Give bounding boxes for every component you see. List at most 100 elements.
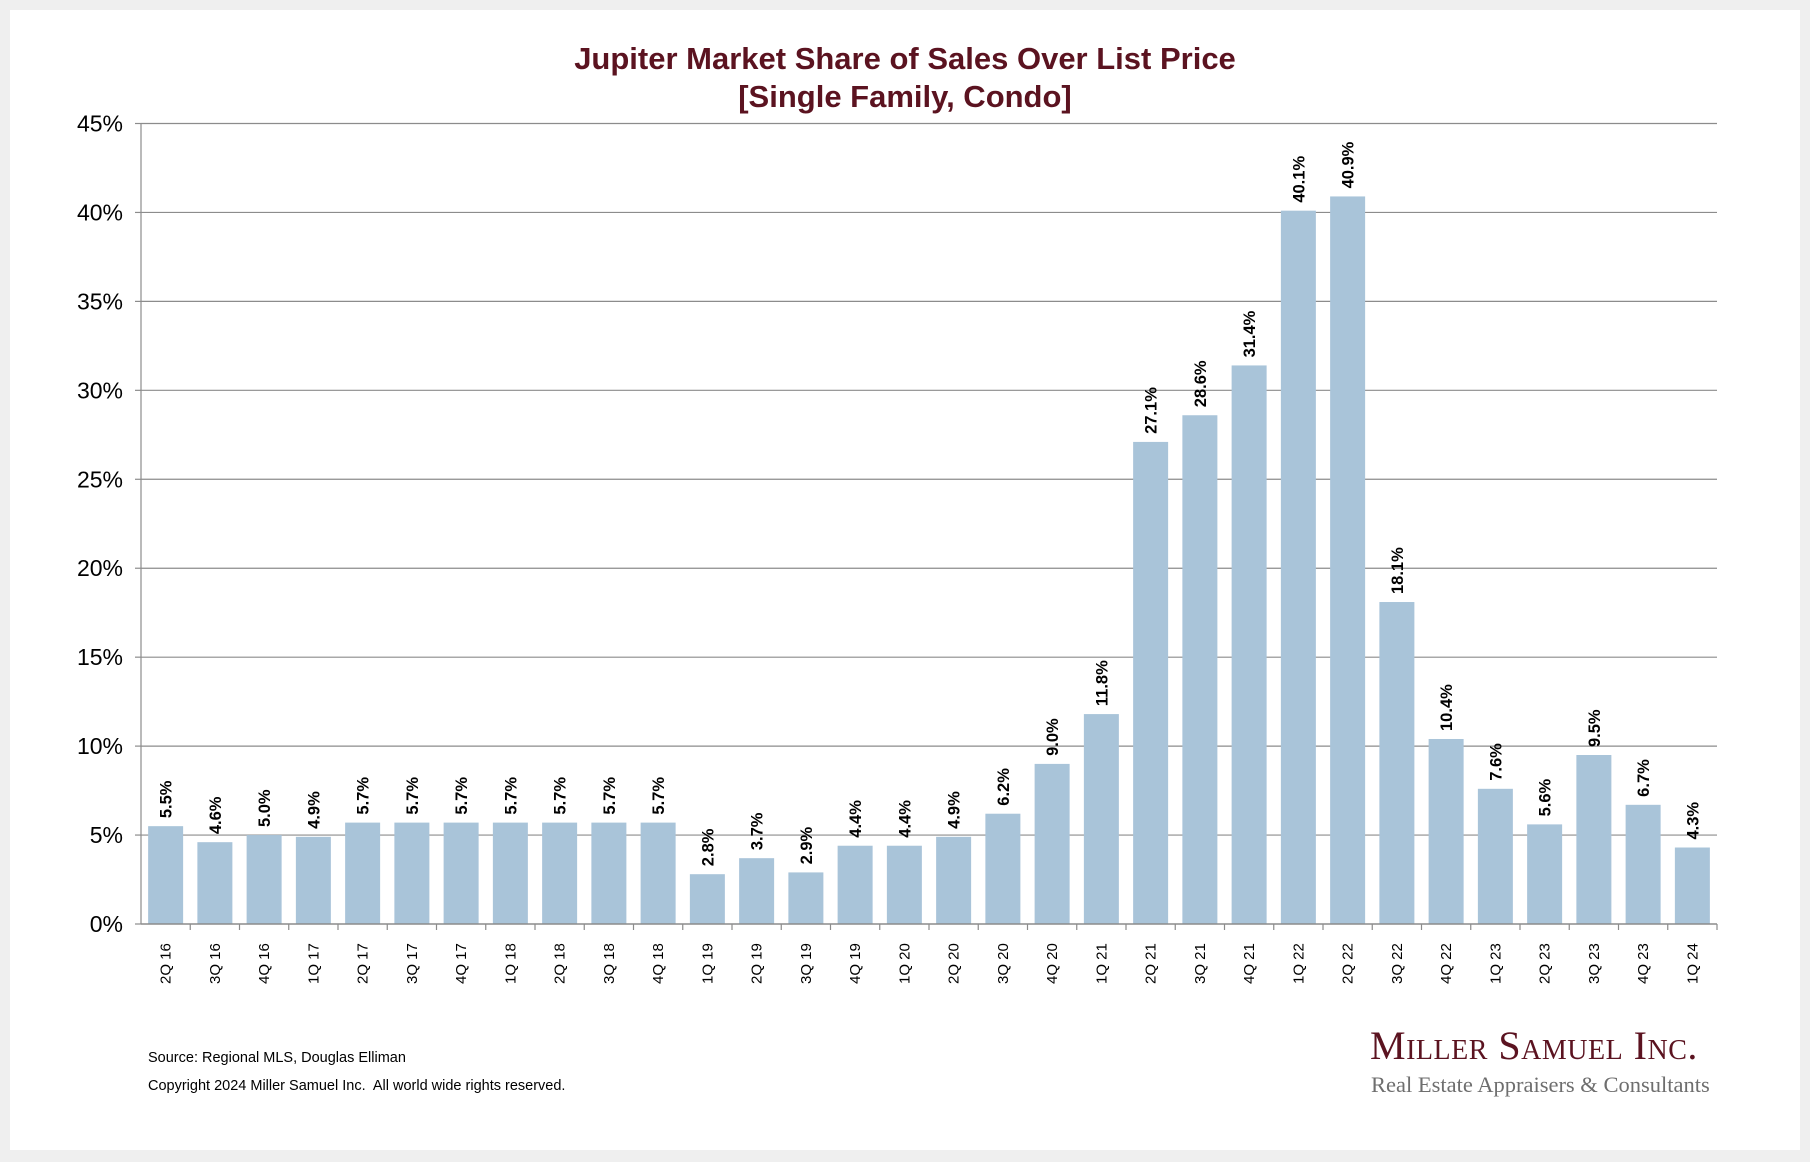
x-tick-label: 4Q 21 xyxy=(1241,943,1258,984)
x-tick-label: 2Q 18 xyxy=(552,943,569,984)
data-label: 4.9% xyxy=(305,791,323,829)
x-tick-label: 4Q 17 xyxy=(453,943,470,984)
data-label: 2.8% xyxy=(699,828,717,866)
data-label: 5.0% xyxy=(256,789,274,827)
x-tick-label: 4Q 22 xyxy=(1438,943,1455,984)
source-note: Source: Regional MLS, Douglas Elliman xyxy=(148,1050,406,1066)
data-label: 5.7% xyxy=(453,777,471,815)
bar xyxy=(936,836,972,924)
chart-panel xyxy=(10,10,1800,1150)
x-tick-label: 2Q 21 xyxy=(1143,943,1160,984)
bar xyxy=(837,845,873,924)
data-label: 40.9% xyxy=(1340,141,1358,188)
bar xyxy=(1477,788,1513,924)
y-tick-label: 0% xyxy=(90,911,123,937)
y-tick-label: 30% xyxy=(77,377,123,403)
data-label: 5.7% xyxy=(502,777,520,815)
x-tick-label: 2Q 22 xyxy=(1340,943,1357,984)
x-tick-label: 4Q 20 xyxy=(1044,943,1061,984)
data-label: 6.7% xyxy=(1635,759,1653,797)
x-tick-label: 4Q 18 xyxy=(650,943,667,984)
y-tick-label: 25% xyxy=(77,466,123,492)
bar xyxy=(640,822,676,924)
y-tick-label: 40% xyxy=(77,199,123,225)
data-label: 3.7% xyxy=(749,812,767,850)
y-tick-label: 5% xyxy=(90,822,123,848)
bar xyxy=(1083,714,1119,924)
x-tick-label: 2Q 16 xyxy=(158,943,175,984)
bar xyxy=(1527,824,1563,924)
copyright-note: Copyright 2024 Miller Samuel Inc. All wo… xyxy=(148,1078,566,1094)
bar xyxy=(985,813,1021,924)
bar xyxy=(394,822,430,924)
x-tick-label: 1Q 17 xyxy=(305,943,322,984)
data-label: 5.6% xyxy=(1537,778,1555,816)
x-tick-label: 3Q 22 xyxy=(1389,943,1406,984)
data-label: 9.0% xyxy=(1044,718,1062,756)
bar xyxy=(1034,763,1070,924)
data-label: 6.2% xyxy=(995,768,1013,806)
bar xyxy=(1133,441,1169,924)
bar xyxy=(1674,847,1710,924)
x-tick-label: 1Q 18 xyxy=(502,943,519,984)
data-label: 9.5% xyxy=(1586,709,1604,747)
y-tick-label: 35% xyxy=(77,288,123,314)
bar xyxy=(148,826,184,924)
data-label: 31.4% xyxy=(1241,310,1259,357)
x-tick-label: 4Q 16 xyxy=(256,943,273,984)
x-tick-label: 2Q 23 xyxy=(1537,943,1554,984)
bar xyxy=(1379,602,1415,924)
bar xyxy=(1182,415,1218,924)
y-tick-label: 15% xyxy=(77,644,123,670)
bar xyxy=(542,822,578,924)
x-tick-label: 3Q 20 xyxy=(995,943,1012,984)
bar xyxy=(1280,210,1316,925)
data-label: 27.1% xyxy=(1143,387,1161,434)
x-tick-label: 3Q 19 xyxy=(798,943,815,984)
bar xyxy=(1625,804,1661,924)
bar xyxy=(1231,365,1267,924)
x-tick-label: 3Q 23 xyxy=(1586,943,1603,984)
x-tick-label: 2Q 19 xyxy=(749,943,766,984)
x-tick-label: 3Q 16 xyxy=(207,943,224,984)
data-label: 4.4% xyxy=(896,800,914,838)
x-tick-label: 1Q 22 xyxy=(1290,943,1307,984)
bar xyxy=(1330,196,1366,924)
bar xyxy=(886,845,922,924)
data-label: 5.7% xyxy=(552,777,570,815)
data-label: 18.1% xyxy=(1389,547,1407,594)
x-tick-label: 1Q 23 xyxy=(1487,943,1504,984)
x-tick-label: 1Q 24 xyxy=(1684,943,1701,984)
x-tick-label: 2Q 17 xyxy=(355,943,372,984)
y-tick-label: 45% xyxy=(77,111,123,137)
x-tick-label: 4Q 19 xyxy=(847,943,864,984)
bar xyxy=(443,822,479,924)
y-tick-label: 20% xyxy=(77,555,123,581)
data-label: 7.6% xyxy=(1487,743,1505,781)
x-tick-label: 3Q 18 xyxy=(601,943,618,984)
data-label: 4.3% xyxy=(1684,802,1702,840)
x-tick-label: 1Q 20 xyxy=(896,943,913,984)
data-label: 5.7% xyxy=(404,777,422,815)
data-label: 5.7% xyxy=(355,777,373,815)
bar xyxy=(689,874,725,924)
bar xyxy=(1428,738,1464,924)
bar xyxy=(246,835,282,924)
logo-tagline: Real Estate Appraisers & Consultants xyxy=(1371,1072,1710,1097)
y-tick-label: 10% xyxy=(77,733,123,759)
bar xyxy=(295,836,331,924)
data-label: 40.1% xyxy=(1290,156,1308,203)
chart-subtitle: [Single Family, Condo] xyxy=(738,79,1072,114)
data-label: 11.8% xyxy=(1093,660,1111,706)
bar xyxy=(788,872,824,924)
chart-title-block: Jupiter Market Share of Sales Over List … xyxy=(0,40,1810,116)
data-label: 5.7% xyxy=(650,777,668,815)
bar xyxy=(197,842,233,924)
bar xyxy=(345,822,381,924)
bar xyxy=(739,858,775,924)
data-label: 10.4% xyxy=(1438,684,1456,731)
bar xyxy=(492,822,528,924)
data-label: 5.5% xyxy=(158,780,176,818)
data-label: 2.9% xyxy=(798,826,816,864)
